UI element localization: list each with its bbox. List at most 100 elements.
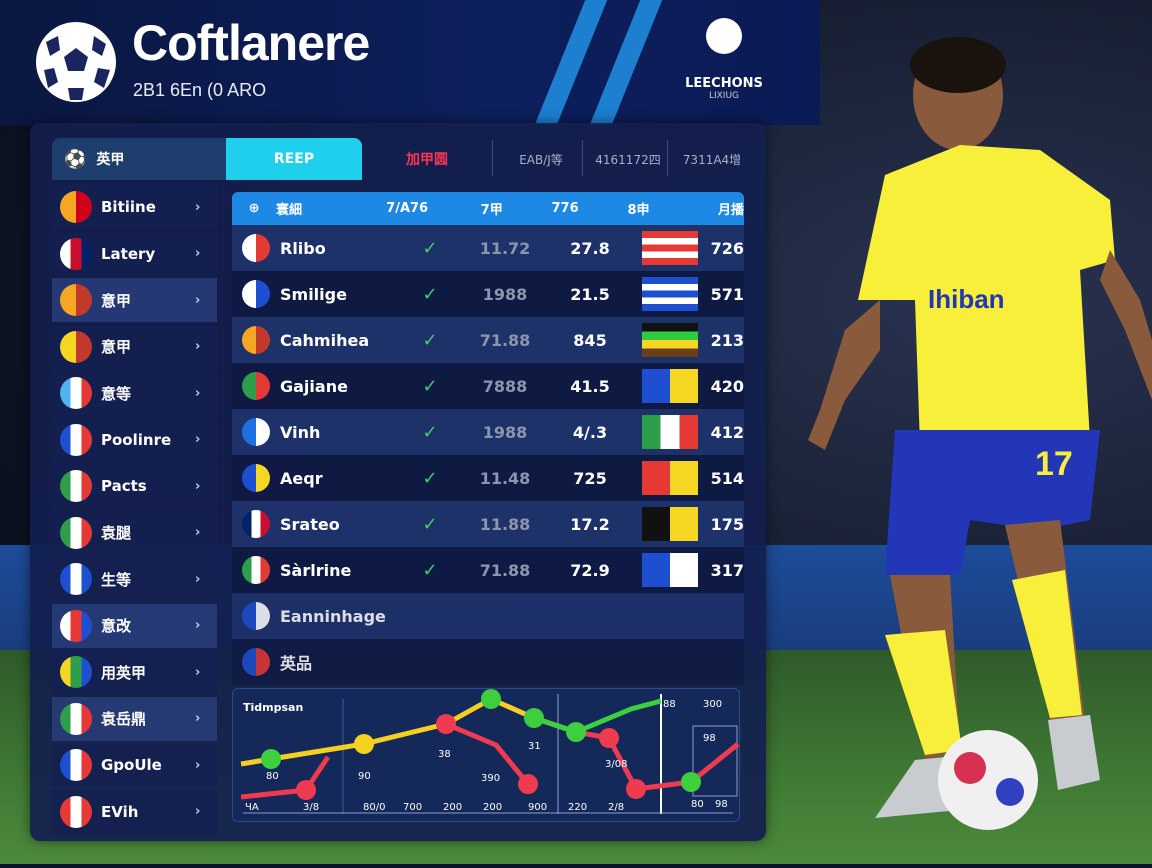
team-badge-icon bbox=[60, 702, 92, 735]
sidebar-item[interactable]: 用英甲 › bbox=[52, 650, 217, 694]
tab-highlight[interactable]: 加甲圆 bbox=[406, 152, 448, 168]
tab-league[interactable]: ⚽ 英甲 bbox=[52, 138, 226, 180]
team-crest-icon bbox=[242, 280, 270, 308]
sidebar-item[interactable]: Poolinre › bbox=[52, 417, 217, 462]
x-tick-label: 900 bbox=[528, 802, 547, 813]
col-header: 7/A76 bbox=[386, 201, 429, 216]
chevron-right-icon: › bbox=[195, 618, 201, 633]
check-icon: ✓ bbox=[422, 375, 438, 397]
stat-value: 7888 bbox=[482, 376, 528, 396]
team-badge-icon bbox=[60, 609, 92, 642]
team-crest-icon bbox=[242, 464, 270, 492]
table-row[interactable]: Aeqr ✓ 11.48 725 514 bbox=[232, 455, 744, 501]
point-label: 390 bbox=[481, 773, 500, 784]
chevron-right-icon: › bbox=[195, 199, 201, 215]
team-name: Srateo bbox=[280, 514, 340, 534]
team-name: Vinh bbox=[280, 422, 321, 442]
team-crest-icon bbox=[242, 418, 270, 446]
sidebar-item[interactable]: Pacts › bbox=[52, 464, 217, 508]
sidebar-item[interactable]: 生等 › bbox=[52, 557, 217, 601]
table-row[interactable]: Smilige ✓ 1988 21.5 571 bbox=[232, 271, 744, 317]
chart-point[interactable] bbox=[524, 708, 544, 728]
stat-value: 213 bbox=[710, 330, 744, 350]
league-logo-text: LEECHONS bbox=[685, 76, 763, 91]
country-flag-icon bbox=[642, 553, 698, 587]
chevron-right-icon: › bbox=[195, 571, 201, 587]
sidebar-item[interactable]: Latery › bbox=[52, 231, 217, 276]
chevron-right-icon: › bbox=[195, 664, 201, 680]
sidebar-item-label: EVih bbox=[101, 802, 139, 821]
chart-point[interactable] bbox=[626, 779, 646, 799]
tab-bar: ⚽ 英甲 REEP 加甲圆 EAB/J等 4161172四 7311A4增 bbox=[52, 138, 752, 180]
chart-point[interactable] bbox=[566, 722, 586, 742]
tab-4[interactable]: 4161172四 bbox=[595, 152, 661, 167]
chevron-right-icon: › bbox=[195, 478, 201, 494]
chart-series-line bbox=[533, 698, 662, 735]
team-name: Cahmihea bbox=[280, 330, 370, 350]
chart-series-line bbox=[445, 721, 530, 786]
chart-point[interactable] bbox=[296, 780, 316, 800]
sidebar-item-label: Latery bbox=[101, 244, 156, 263]
team-name: Rlibo bbox=[280, 238, 326, 258]
sidebar-item-label: Poolinre bbox=[101, 430, 172, 449]
sidebar-item[interactable]: GpoUle › bbox=[52, 743, 217, 787]
table-row[interactable]: Srateo ✓ 11.88 17.2 175 bbox=[232, 501, 744, 547]
stat-value: 175 bbox=[710, 514, 744, 534]
team-crest-icon bbox=[242, 510, 270, 538]
sidebar-item[interactable]: Bitiine › bbox=[52, 185, 217, 229]
chevron-right-icon: › bbox=[195, 292, 201, 308]
trophy-icon: ⊕ bbox=[248, 201, 260, 216]
sidebar-item[interactable]: EVih › bbox=[52, 789, 217, 834]
chevron-right-icon: › bbox=[195, 385, 201, 401]
table-row[interactable]: Sàrlrine ✓ 71.88 72.9 317 bbox=[232, 547, 744, 593]
stat-value: 514 bbox=[710, 468, 744, 488]
stat-value: 420 bbox=[710, 376, 744, 396]
stat-value: 72.9 bbox=[570, 560, 610, 580]
check-icon: ✓ bbox=[422, 237, 438, 259]
sidebar-item[interactable]: 意甲 › bbox=[52, 324, 217, 369]
country-flag-icon bbox=[642, 461, 698, 495]
table-row[interactable]: 英品 bbox=[232, 639, 744, 685]
sidebar-item[interactable]: 袁岳鼎 › bbox=[52, 696, 217, 741]
check-icon: ✓ bbox=[422, 467, 438, 489]
table-row[interactable]: Vinh ✓ 1988 4/.3 412 bbox=[232, 409, 744, 455]
table-row[interactable]: Eanninhage bbox=[232, 593, 744, 639]
stat-value: 1988 bbox=[482, 422, 528, 442]
x-tick-label: 2/8 bbox=[608, 802, 624, 813]
team-badge-icon bbox=[60, 284, 92, 316]
chart-point[interactable] bbox=[354, 734, 374, 754]
chart-point[interactable] bbox=[481, 689, 501, 709]
team-badge-icon bbox=[60, 237, 92, 270]
sidebar-item[interactable]: 意等 › bbox=[52, 371, 217, 415]
col-header: 776 bbox=[551, 201, 579, 216]
sidebar-item[interactable]: 意甲 › bbox=[52, 278, 217, 322]
point-label: 98 bbox=[703, 733, 716, 744]
x-tick-label: 200 bbox=[443, 802, 462, 813]
soccer-ball-logo-icon bbox=[36, 22, 116, 102]
chart-point[interactable] bbox=[681, 772, 701, 792]
point-label: 98 bbox=[715, 799, 728, 810]
stat-value: 845 bbox=[573, 330, 607, 350]
tab-5[interactable]: 7311A4增 bbox=[682, 152, 742, 167]
chart-point[interactable] bbox=[261, 749, 281, 769]
tab-active[interactable]: REEP bbox=[226, 138, 362, 180]
header-banner: Coftlanere 2B1 6En (0 ARO LEECHONS LIXIU… bbox=[0, 0, 820, 125]
chart-point[interactable] bbox=[436, 714, 456, 734]
league-logo-subtext: LIXIUG bbox=[708, 91, 740, 101]
tab-3[interactable]: EAB/J等 bbox=[519, 152, 563, 167]
team-badge-icon bbox=[60, 795, 92, 828]
x-tick-label: 700 bbox=[403, 802, 422, 813]
table-row[interactable]: Gajiane ✓ 7888 41.5 420 bbox=[232, 363, 744, 409]
sidebar-item[interactable]: 意改 › bbox=[52, 603, 217, 648]
chart-point[interactable] bbox=[518, 774, 538, 794]
team-badge-icon bbox=[60, 563, 92, 595]
table-row[interactable]: Rlibo ✓ 11.72 27.8 726 bbox=[232, 225, 744, 271]
table-row[interactable]: Cahmihea ✓ 71.88 845 213 bbox=[232, 317, 744, 363]
stat-value: 27.8 bbox=[570, 238, 610, 258]
tab-label: 英甲 bbox=[96, 152, 125, 168]
sidebar-item-label: GpoUle bbox=[101, 756, 162, 774]
chevron-right-icon: › bbox=[195, 757, 201, 773]
col-header: 寰細 bbox=[276, 203, 303, 218]
sidebar-item[interactable]: 袁腿 › bbox=[52, 510, 217, 555]
chart-point[interactable] bbox=[599, 728, 619, 748]
